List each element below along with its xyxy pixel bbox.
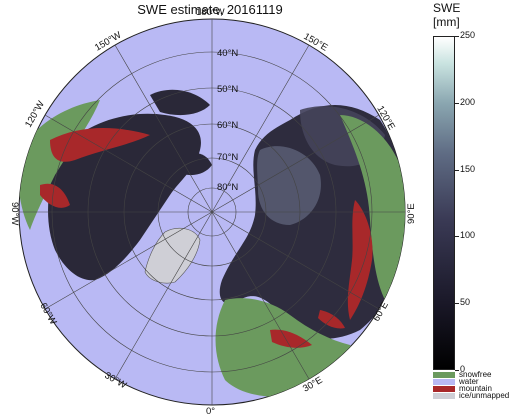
colorbar-tick-label: 250 bbox=[460, 30, 476, 40]
colorbar-tick-mark bbox=[455, 370, 459, 371]
colorbar-tick-label: 100 bbox=[460, 230, 476, 241]
legend-label: snowfree bbox=[459, 370, 492, 379]
polar-map: 40°N 50°N 60°N 70°N 80°N 180°W 150°W 150… bbox=[9, 7, 417, 417]
asia-east-snowfree bbox=[340, 115, 405, 300]
colorbar bbox=[433, 36, 455, 370]
lat-label-70: 70°N bbox=[217, 152, 238, 163]
colorbar-tick-mark bbox=[455, 169, 459, 171]
map-title: SWE estimate, 20161119 bbox=[137, 2, 283, 17]
greenland-ice bbox=[144, 227, 201, 284]
legend-swatch bbox=[433, 393, 455, 399]
legend-swatch bbox=[433, 379, 455, 385]
legend-label: ice/unmapped bbox=[459, 391, 510, 400]
colorbar-title: SWE [mm] bbox=[433, 1, 460, 29]
colorbar-tick-mark bbox=[455, 236, 459, 238]
legend-swatch bbox=[433, 372, 455, 378]
rockies-south-mountains bbox=[40, 183, 70, 208]
eurasia-light-snow bbox=[257, 146, 321, 225]
colorbar-tick-mark bbox=[455, 102, 459, 104]
lon-label-180: 180°W bbox=[196, 7, 225, 18]
lat-label-40: 40°N bbox=[217, 48, 238, 59]
colorbar-tick-mark bbox=[455, 36, 459, 37]
legend-label: mountain bbox=[459, 384, 492, 393]
colorbar-tick-label: 50 bbox=[460, 297, 471, 308]
colorbar-title-var: SWE bbox=[433, 1, 461, 15]
colorbar-tick-mark bbox=[455, 303, 459, 305]
europe-snowfree bbox=[215, 298, 353, 397]
lat-label-80: 80°N bbox=[217, 182, 238, 193]
colorbar-tick-label: 0 bbox=[460, 364, 466, 374]
lon-label-90e: 90°E bbox=[406, 203, 417, 224]
legend-swatch bbox=[433, 386, 455, 392]
lon-label-0: 0° bbox=[206, 406, 215, 417]
graticule-meridians bbox=[19, 19, 405, 405]
lon-label-90w: 90°W bbox=[9, 202, 20, 225]
rockies-mountains bbox=[50, 128, 150, 162]
legend-label: water bbox=[459, 377, 479, 386]
colorbar-title-unit: [mm] bbox=[433, 15, 460, 29]
alps-mountains bbox=[270, 329, 312, 348]
asia-mountains bbox=[347, 200, 373, 320]
lat-label-50: 50°N bbox=[217, 84, 238, 95]
alaska-snow bbox=[150, 89, 210, 116]
colorbar-tick-label: 150 bbox=[460, 163, 476, 174]
caucasus-mountains bbox=[318, 310, 345, 329]
lat-label-60: 60°N bbox=[217, 120, 238, 131]
colorbar-tick-label: 200 bbox=[460, 96, 476, 107]
